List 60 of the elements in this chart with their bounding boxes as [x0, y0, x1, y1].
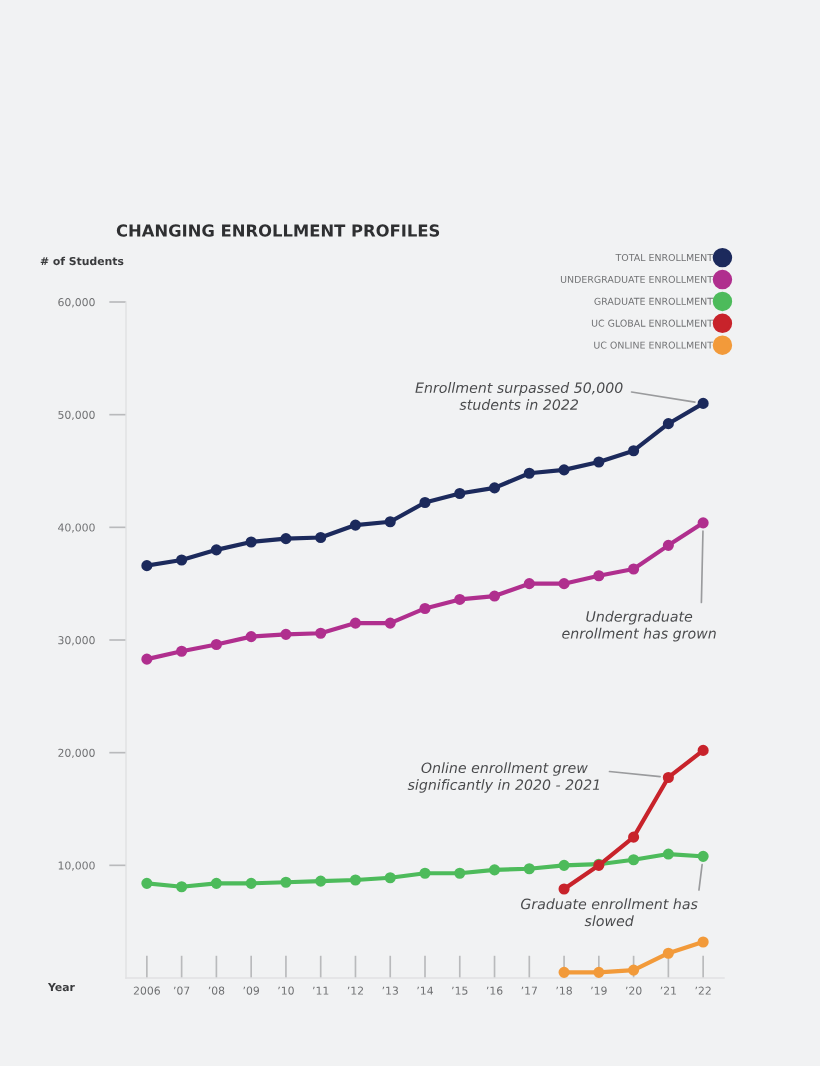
point	[628, 831, 640, 843]
point	[488, 590, 501, 602]
point	[245, 536, 257, 548]
point	[628, 445, 640, 457]
point	[558, 578, 570, 590]
point	[628, 854, 640, 866]
point	[141, 877, 153, 889]
point	[662, 539, 674, 551]
point	[245, 877, 257, 889]
point	[349, 874, 362, 886]
point	[210, 544, 222, 556]
point	[593, 966, 605, 978]
point	[245, 631, 257, 643]
point	[315, 875, 327, 887]
point	[141, 653, 153, 665]
point	[419, 867, 431, 879]
chart-title: CHANGING ENROLLMENT PROFILES	[116, 224, 440, 237]
point	[662, 848, 674, 860]
point	[662, 947, 674, 959]
point	[697, 517, 709, 529]
point	[141, 560, 153, 572]
point	[697, 744, 709, 756]
point	[628, 964, 640, 976]
point	[176, 645, 188, 657]
point	[558, 883, 570, 895]
point	[523, 467, 535, 479]
point	[593, 456, 605, 468]
point	[384, 872, 396, 884]
point	[176, 881, 188, 893]
point	[593, 570, 605, 582]
point	[523, 578, 535, 590]
point	[210, 877, 222, 889]
point	[419, 602, 431, 615]
point	[384, 617, 396, 629]
point	[315, 531, 327, 544]
point	[384, 516, 396, 528]
point	[697, 936, 709, 948]
point	[454, 487, 466, 500]
point	[488, 482, 501, 494]
point	[454, 867, 466, 879]
point	[662, 418, 674, 430]
point	[558, 464, 570, 476]
point	[697, 850, 709, 862]
point	[523, 863, 535, 875]
point	[210, 638, 222, 651]
point	[697, 397, 709, 409]
point	[558, 859, 570, 871]
point	[662, 771, 674, 784]
point	[349, 519, 362, 531]
point	[558, 966, 570, 978]
point	[280, 628, 292, 640]
point	[280, 533, 292, 545]
point	[488, 864, 501, 876]
point	[454, 593, 466, 605]
point	[628, 563, 640, 575]
point	[176, 554, 188, 566]
point	[419, 496, 431, 509]
point	[315, 627, 327, 639]
point	[349, 617, 362, 629]
point	[280, 876, 292, 888]
